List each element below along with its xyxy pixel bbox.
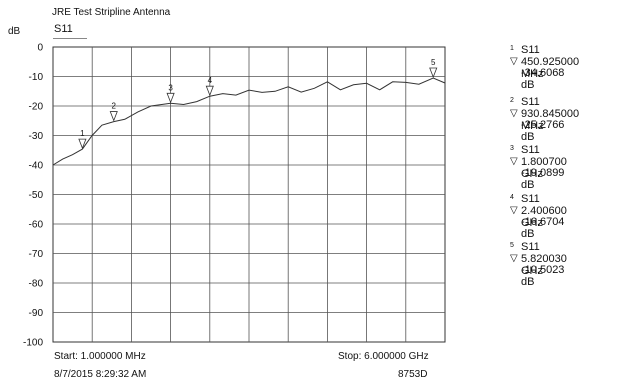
plot-markers: 1 2 3 4 5 bbox=[78, 58, 438, 150]
marker-trace: S11 bbox=[521, 96, 540, 108]
marker-triangle bbox=[429, 67, 438, 79]
marker-frequency: 450.925000 MHz bbox=[521, 56, 580, 80]
marker-value: -19.0899 dB bbox=[521, 167, 565, 191]
marker-frequency: 930.845000 MHz bbox=[521, 108, 580, 132]
marker-triangle-icon: ▽ bbox=[510, 205, 518, 216]
y-tick-label: -10 bbox=[29, 72, 44, 83]
y-tick-label: -60 bbox=[29, 220, 44, 231]
chart-title: JRE Test Stripline Antenna bbox=[52, 7, 171, 18]
marker-triangle bbox=[78, 138, 87, 150]
marker-label: 4 bbox=[208, 76, 213, 85]
y-tick-label: -100 bbox=[23, 338, 43, 349]
marker-frequency: 5.820030 GHz bbox=[521, 253, 567, 277]
marker-number: 4 bbox=[510, 194, 514, 201]
marker-number: 5 bbox=[510, 242, 514, 249]
marker-number: 2 bbox=[510, 97, 514, 104]
instrument-model: 8753D bbox=[398, 369, 428, 380]
stop-frequency: Stop: 6.000000 GHz bbox=[338, 351, 429, 362]
marker-triangle-icon: ▽ bbox=[510, 56, 518, 67]
y-tick-label: -40 bbox=[29, 161, 44, 172]
marker-triangle bbox=[109, 111, 118, 122]
marker-trace: S11 bbox=[521, 144, 540, 156]
marker-label: 5 bbox=[431, 58, 436, 67]
y-tick-label: -80 bbox=[29, 279, 44, 290]
marker-value: -10.5023 dB bbox=[521, 264, 565, 288]
marker-frequency: 1.800700 GHz bbox=[521, 156, 567, 180]
marker-trace: S11 bbox=[521, 241, 540, 253]
marker-trace: S11 bbox=[521, 44, 540, 56]
marker-number: 3 bbox=[510, 145, 514, 152]
marker-triangle bbox=[205, 85, 214, 97]
marker-triangle-icon: ▽ bbox=[510, 108, 518, 119]
marker-triangle-icon: ▽ bbox=[510, 156, 518, 167]
start-frequency: Start: 1.000000 MHz bbox=[54, 351, 146, 362]
marker-label: 1 bbox=[80, 129, 85, 138]
y-tick-label: -50 bbox=[29, 190, 44, 201]
y-tick-label: -30 bbox=[29, 131, 44, 142]
y-tick-labels: 0 -10 -20 -30 -40 -50 -60 -70 -80 -90 -100 bbox=[23, 43, 43, 349]
marker-label: 3 bbox=[168, 83, 173, 92]
marker-trace: S11 bbox=[521, 193, 540, 205]
marker-value: -25.2766 dB bbox=[521, 119, 565, 143]
timestamp: 8/7/2015 8:29:32 AM bbox=[54, 369, 147, 380]
marker-triangle-icon: ▽ bbox=[510, 253, 518, 264]
y-tick-label: -70 bbox=[29, 249, 44, 260]
marker-value: -16.6704 dB bbox=[521, 216, 565, 240]
y-tick-label: -20 bbox=[29, 102, 44, 113]
y-unit-label: dB bbox=[8, 26, 21, 37]
series-line-s11 bbox=[52, 77, 446, 166]
marker-frequency: 2.400600 GHz bbox=[521, 205, 567, 229]
marker-number: 1 bbox=[510, 45, 514, 52]
trace-underline bbox=[53, 38, 87, 39]
chart-grid bbox=[52, 46, 446, 343]
marker-value: -34.6068 dB bbox=[521, 67, 565, 91]
y-tick-label: 0 bbox=[37, 43, 43, 54]
marker-triangle bbox=[166, 92, 175, 104]
trace-label: S11 bbox=[54, 23, 73, 35]
marker-label: 2 bbox=[112, 102, 117, 111]
y-tick-label: -90 bbox=[29, 308, 44, 319]
